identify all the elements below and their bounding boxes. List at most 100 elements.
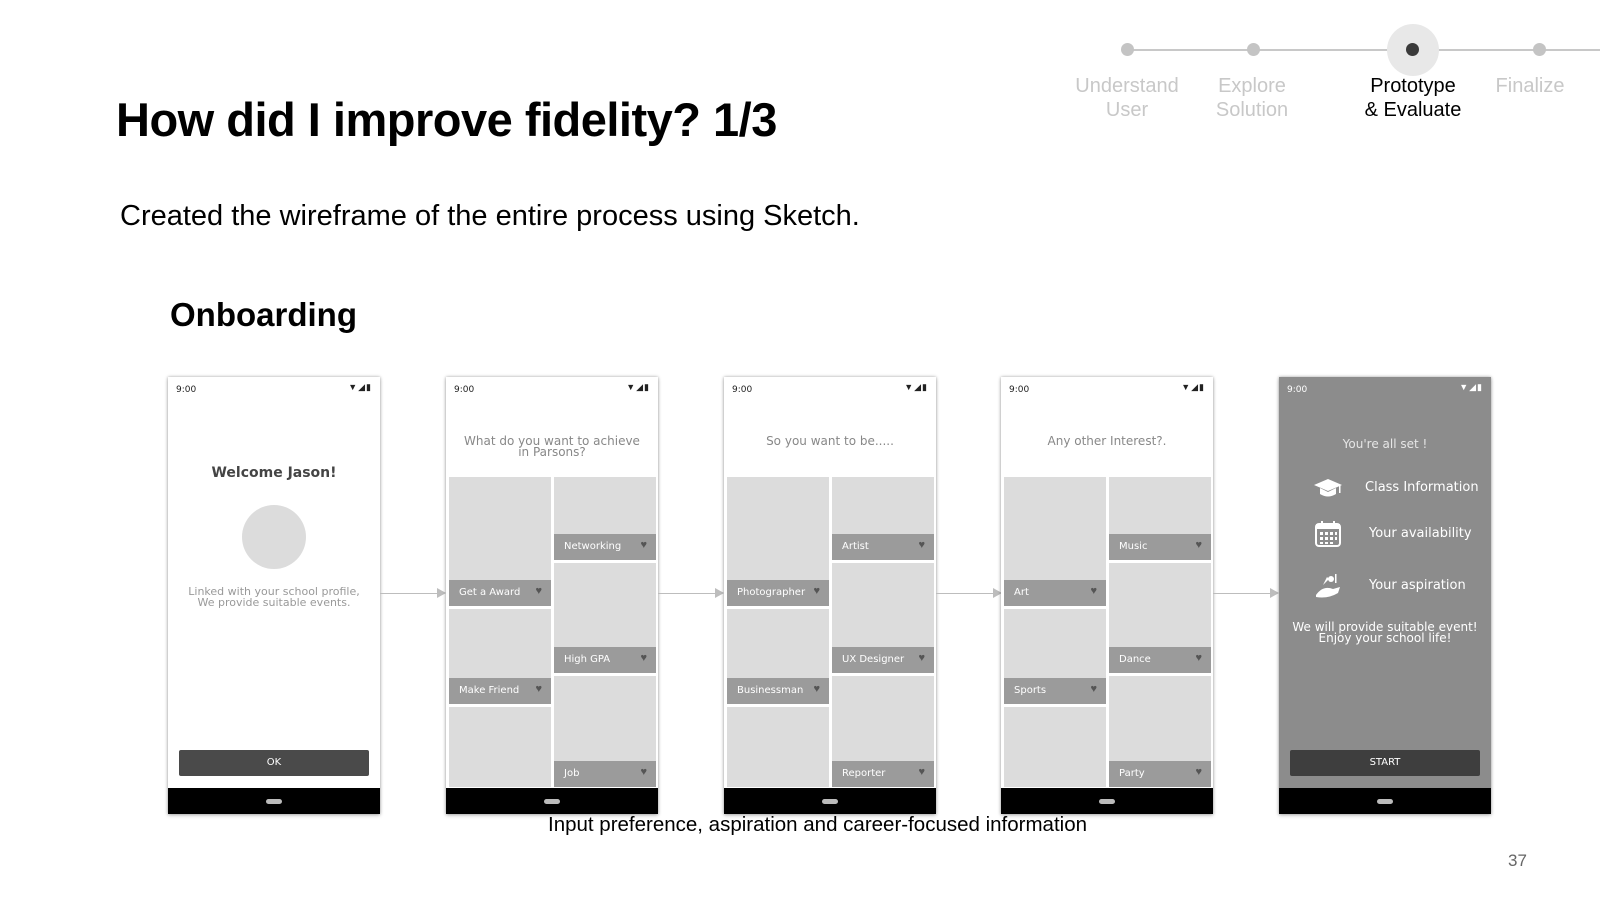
page-title: How did I improve fidelity? 1/3 xyxy=(116,93,777,146)
step-label-line: & Evaluate xyxy=(1364,99,1462,121)
final-title: You're all set ! xyxy=(1342,437,1428,451)
status-time: 9:00 xyxy=(176,385,197,395)
graduation-cap-icon xyxy=(1314,479,1342,497)
option-tile[interactable]: Artist ♥ xyxy=(832,477,934,560)
phone-achieve: 9:00 ▼◢▮ What do you want to achieve in … xyxy=(446,377,658,814)
heart-icon[interactable]: ♥ xyxy=(1090,585,1097,597)
option-tile[interactable]: Party ♥ xyxy=(1109,676,1211,787)
start-button[interactable]: START xyxy=(1290,750,1480,776)
option-tile[interactable]: Make Friend ♥ xyxy=(449,609,551,704)
screen-question: So you want to be..... xyxy=(766,434,894,448)
status-icons: ▼◢▮ xyxy=(348,382,372,392)
flow-arrow xyxy=(380,588,446,598)
tile-label: Job xyxy=(564,768,580,779)
heart-icon[interactable]: ♥ xyxy=(918,766,925,778)
option-tile[interactable]: Dance ♥ xyxy=(1109,563,1211,673)
option-tile[interactable]: Get a Award ♥ xyxy=(449,477,551,606)
screen-question: What do you want to achieve in Parsons? xyxy=(456,434,648,458)
option-tile-empty[interactable] xyxy=(1004,707,1106,787)
tile-label: Get a Award xyxy=(459,587,521,598)
heart-icon[interactable]: ♥ xyxy=(918,539,925,551)
final-message-line: We will provide suitable event! xyxy=(1292,620,1478,634)
status-icons: ▼◢▮ xyxy=(904,382,928,392)
option-tile[interactable]: Businessman ♥ xyxy=(727,609,829,704)
step-label-line: User xyxy=(1105,99,1149,121)
stepper-line xyxy=(1128,49,1600,51)
aspiration-icon xyxy=(1316,574,1340,598)
tile-label: Party xyxy=(1119,768,1145,779)
final-item-aspiration: Your aspiration xyxy=(1279,571,1491,601)
phone-final: 9:00 ▼◢▮ You're all set ! Class Informat… xyxy=(1279,377,1491,814)
step-label-line: Understand xyxy=(1075,75,1179,97)
final-item-label: Your availability xyxy=(1369,526,1472,541)
step-label-explore: Explore Solution xyxy=(1172,74,1332,122)
tile-label: Sports xyxy=(1014,685,1047,696)
option-tile[interactable]: High GPA ♥ xyxy=(554,563,656,673)
home-pill[interactable] xyxy=(822,799,838,804)
heart-icon[interactable]: ♥ xyxy=(640,539,647,551)
step-dot-explore xyxy=(1247,43,1260,56)
heart-icon[interactable]: ♥ xyxy=(1195,766,1202,778)
tile-label: UX Designer xyxy=(842,654,905,665)
option-tile[interactable]: Reporter ♥ xyxy=(832,676,934,787)
final-message-line: Enjoy your school life! xyxy=(1318,631,1452,645)
option-tile[interactable]: Networking ♥ xyxy=(554,477,656,560)
final-item-class-info: Class Information xyxy=(1279,473,1491,503)
welcome-heading: Welcome Jason! xyxy=(211,465,337,481)
heart-icon[interactable]: ♥ xyxy=(535,585,542,597)
flow-arrow xyxy=(936,588,1002,598)
step-label-prototype: Prototype & Evaluate xyxy=(1333,74,1493,122)
tile-label: Reporter xyxy=(842,768,886,779)
home-pill[interactable] xyxy=(1099,799,1115,804)
tile-label: Make Friend xyxy=(459,685,520,696)
home-pill[interactable] xyxy=(544,799,560,804)
heart-icon[interactable]: ♥ xyxy=(813,683,820,695)
home-pill[interactable] xyxy=(266,799,282,804)
flow-arrow xyxy=(658,588,724,598)
phone-interest: 9:00 ▼◢▮ Any other Interest?. Art ♥ Sport… xyxy=(1001,377,1213,814)
android-navbar xyxy=(168,788,380,814)
screen-question: Any other Interest?. xyxy=(1047,434,1167,448)
heart-icon[interactable]: ♥ xyxy=(640,766,647,778)
heart-icon[interactable]: ♥ xyxy=(813,585,820,597)
tile-label: Businessman xyxy=(737,685,804,696)
heart-icon[interactable]: ♥ xyxy=(1195,539,1202,551)
ok-button[interactable]: OK xyxy=(179,750,369,776)
step-label-finalize: Finalize xyxy=(1460,74,1600,98)
heart-icon[interactable]: ♥ xyxy=(640,652,647,664)
heart-icon[interactable]: ♥ xyxy=(918,652,925,664)
status-icons: ▼◢▮ xyxy=(1459,382,1483,392)
step-dot-understand xyxy=(1121,43,1134,56)
flow-arrow xyxy=(1213,588,1279,598)
tile-label: Artist xyxy=(842,541,869,552)
status-time: 9:00 xyxy=(454,385,475,395)
avatar xyxy=(242,505,306,569)
tile-label: Music xyxy=(1119,541,1148,552)
step-label-line: Finalize xyxy=(1495,75,1565,97)
android-navbar xyxy=(1279,788,1491,814)
step-dot-finalize xyxy=(1533,43,1546,56)
final-item-label: Your aspiration xyxy=(1369,578,1466,593)
android-navbar xyxy=(1001,788,1213,814)
heart-icon[interactable]: ♥ xyxy=(535,683,542,695)
option-tile[interactable]: Art ♥ xyxy=(1004,477,1106,606)
option-tile[interactable]: UX Designer ♥ xyxy=(832,563,934,673)
calendar-icon xyxy=(1315,521,1341,547)
question-line: What do you want to achieve xyxy=(464,434,640,448)
step-label-understand: Understand User xyxy=(1047,74,1207,122)
welcome-body-line: We provide suitable events. xyxy=(197,596,351,609)
step-label-line: Solution xyxy=(1215,99,1289,121)
step-label-line: Prototype xyxy=(1370,75,1456,97)
option-tile[interactable]: Sports ♥ xyxy=(1004,609,1106,704)
option-tile[interactable]: Music ♥ xyxy=(1109,477,1211,560)
option-tile[interactable]: Photographer ♥ xyxy=(727,477,829,606)
android-navbar xyxy=(724,788,936,814)
option-tile-empty[interactable] xyxy=(449,707,551,787)
option-tile-empty[interactable] xyxy=(727,707,829,787)
option-tile[interactable]: Job ♥ xyxy=(554,676,656,787)
heart-icon[interactable]: ♥ xyxy=(1195,652,1202,664)
caption: Input preference, aspiration and career-… xyxy=(548,813,1088,836)
home-pill[interactable] xyxy=(1377,799,1393,804)
status-time: 9:00 xyxy=(1009,385,1030,395)
heart-icon[interactable]: ♥ xyxy=(1090,683,1097,695)
